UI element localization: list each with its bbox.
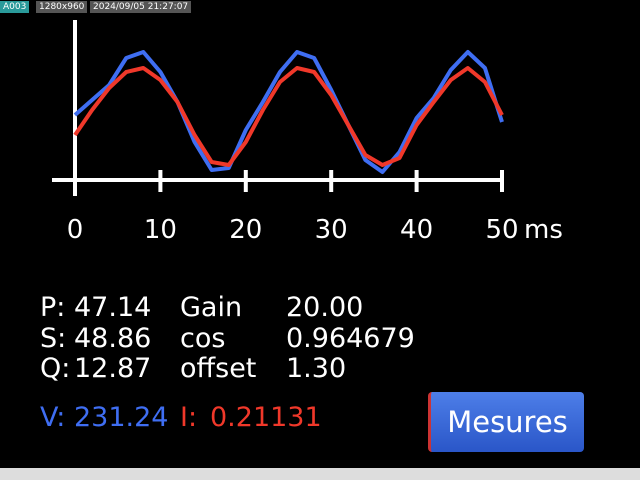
value-voltage: 231.24 [74,402,169,433]
label-offset: offset [180,353,257,384]
x-tick-label: 10 [144,215,177,245]
capture-id: A003 [0,1,30,13]
resolution: 1280x960 [36,1,88,13]
value-current: 0.21131 [210,402,322,433]
value-cos: 0.964679 [286,323,415,354]
x-tick-label: 0 [67,215,84,245]
x-tick-label: 40 [400,215,433,245]
trace [73,66,504,167]
x-tick-label: 30 [315,215,348,245]
x-tick-label: 50 [485,215,518,245]
trace [73,50,504,174]
x-tick-label: 20 [229,215,262,245]
footer-strip [0,468,640,480]
label-s: S: [40,323,67,354]
label-voltage: V: [40,402,66,433]
value-gain: 20.00 [286,292,364,323]
label-gain: Gain [180,292,243,323]
value-s: 48.86 [74,323,152,354]
label-p: P: [40,292,66,323]
chart: 0 10 20 30 40 50 ms [52,20,563,245]
label-current: I: [180,402,198,433]
value-offset: 1.30 [286,353,347,384]
x-unit: ms [524,215,563,245]
value-q: 12.87 [74,353,152,384]
label-cos: cos [180,323,226,354]
value-p: 47.14 [74,292,152,323]
timestamp: 2024/09/05 21:27:07 [90,1,192,13]
mesures-button[interactable]: Mesures [428,392,584,452]
label-q: Q: [40,353,71,384]
